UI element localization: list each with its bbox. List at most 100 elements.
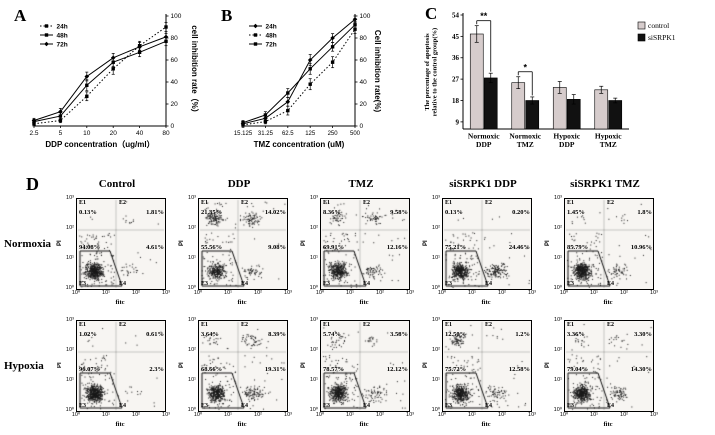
series-marker-72h [58, 109, 63, 114]
quadrant-value-e2: 3.30% [634, 331, 652, 338]
panel-c-label: C [425, 4, 438, 23]
y-tick-label: 10³ [188, 195, 196, 201]
x-axis-title: DDP concentration（ug/ml） [45, 139, 154, 149]
plot-area: E1 E2 E3 E4 0.13% 0.20% 75.21% 24.46% [442, 198, 532, 290]
y-tick-label: 10¹ [554, 255, 562, 261]
x-tick-label: 10² [376, 290, 384, 296]
pi-axis-label: PI [57, 240, 63, 246]
series-marker-24h [164, 25, 168, 29]
quadrant-label-e3: E3 [79, 281, 87, 287]
x-tick-label: 10¹ [468, 290, 476, 296]
flow-plot-hypoxia-control: PI 10³ 10² 10¹ 10⁰ E1 E2 E3 E4 1.02% 0.61% 96.07% 2.… [56, 316, 178, 435]
x-tick-label: 10¹ [102, 290, 110, 296]
panel-b: B 15.125 31.25 62.5 125 250 500 0 20 40 60 80 100 TM… [219, 2, 419, 174]
x-tick-label: 125 [305, 131, 316, 137]
plot-area: E1 E2 E3 E4 21.35% 14.02% 55.56% 9.08% [198, 198, 288, 290]
series-marker-48h [58, 114, 63, 118]
x-tick-label: 10³ [284, 412, 292, 418]
series-marker-24h [85, 94, 89, 98]
bar-control-1 [511, 82, 526, 130]
quadrant-value-e3: 94.08% [79, 244, 101, 251]
quadrant-label-e3: E3 [323, 403, 331, 409]
quadrant-label-e3: E3 [201, 281, 209, 287]
quadrant-value-e1: 12.50% [445, 331, 467, 338]
scatter-canvas [199, 199, 287, 289]
quadrant-value-e1: 3.64% [201, 331, 219, 338]
y-tick-label: 10² [432, 347, 440, 353]
x-tick-label: 80 [162, 130, 170, 137]
series-marker-48h [263, 119, 268, 124]
y-tick-label: 10³ [554, 317, 562, 323]
quadrant-label-e1: E1 [567, 200, 575, 206]
x-tick-label: 20 [110, 130, 118, 137]
x-tick-label: 10⁰ [193, 290, 203, 296]
x-tick-label: 10¹ [346, 290, 354, 296]
quadrant-label-e4: E4 [607, 403, 615, 409]
quadrant-label-e1: E1 [323, 200, 331, 206]
quadrant-label-e2: E2 [363, 322, 371, 328]
x-tick-label: 10 [83, 130, 91, 137]
y-tick-label: 10³ [310, 195, 318, 201]
pi-axis-label: PI [423, 362, 429, 368]
quadrant-label-e4: E4 [119, 403, 127, 409]
quadrant-label-e1: E1 [201, 200, 209, 206]
legend-label-48h: 48h [266, 32, 277, 39]
quadrant-label-e4: E4 [363, 281, 371, 287]
quadrant-value-e3: 69.91% [323, 244, 345, 251]
x-tick-label: 62.5 [282, 131, 294, 137]
x-tick-label: 250 [328, 131, 339, 137]
y-tick-label: 10² [66, 347, 74, 353]
series-marker-72h [353, 23, 357, 27]
quadrant-label-e4: E4 [485, 281, 493, 287]
fitc-axis-label: fitc [115, 299, 125, 306]
legend-label-72h: 72h [57, 41, 68, 48]
quadrant-value-e2: 0.61% [146, 331, 164, 338]
y-tick-label: 80 [360, 35, 368, 42]
quadrant-label-e2: E2 [607, 200, 615, 206]
legend-marker [253, 42, 258, 46]
y-tick-label: 45 [452, 33, 460, 41]
fitc-axis-label: fitc [115, 421, 125, 428]
condition-header-sisrpk1-ddp: siSRPK1 DDP [449, 178, 517, 190]
y-tick-label: 10² [66, 225, 74, 231]
quadrant-label-e4: E4 [119, 281, 127, 287]
quadrant-label-e4: E4 [241, 281, 249, 287]
significance-label: ** [480, 11, 488, 21]
y-tick-label: 10⁰ [553, 407, 562, 413]
y-tick-label: 100 [171, 13, 182, 20]
series-marker-72h [241, 121, 245, 125]
quadrant-label-e2: E2 [119, 322, 127, 328]
fitc-axis-label: fitc [603, 421, 613, 428]
pi-axis-label: PI [179, 240, 185, 246]
quadrant-value-e1: 1.45% [567, 209, 585, 216]
series-marker-72h [84, 74, 90, 79]
bar-control-3 [594, 89, 609, 130]
quadrant-label-e4: E4 [363, 403, 371, 409]
quadrant-value-e1: 0.13% [79, 209, 97, 216]
y-tick-label: 10¹ [432, 377, 440, 383]
y-tick-label: 10² [188, 225, 196, 231]
x-tick-label: 10³ [650, 412, 658, 418]
series-marker-48h [85, 83, 89, 87]
x-tick-label: 10⁰ [437, 412, 447, 418]
category-label: Hypoxic [553, 132, 580, 141]
flow-plot-normoxia-control: PI 10³ 10² 10¹ 10⁰ E1 E2 E3 E4 0.13% 1.81% 94.08% 4.… [56, 194, 178, 314]
x-tick-label: 10¹ [224, 290, 232, 296]
legend-label-sisrpk1: siSRPK1 [648, 33, 676, 42]
y-tick-label: 10⁰ [431, 407, 440, 413]
pi-axis-label: PI [301, 362, 307, 368]
quadrant-value-e3: 85.79% [567, 244, 589, 251]
pi-axis-label: PI [545, 362, 551, 368]
y-tick-label: 10¹ [432, 255, 440, 261]
y-tick-label: 18 [452, 97, 460, 105]
y-tick-label: 60 [171, 57, 179, 64]
y-tick-label: 10¹ [554, 377, 562, 383]
pi-axis-label: PI [545, 240, 551, 246]
plot-area: E1 E2 E3 E4 5.74% 3.58% 78.57% 12.12% [320, 320, 410, 412]
legend-swatch-control [637, 21, 646, 30]
scatter-canvas [321, 321, 409, 411]
quadrant-value-e4: 9.08% [268, 244, 286, 251]
legend-label-24h: 24h [57, 23, 68, 30]
